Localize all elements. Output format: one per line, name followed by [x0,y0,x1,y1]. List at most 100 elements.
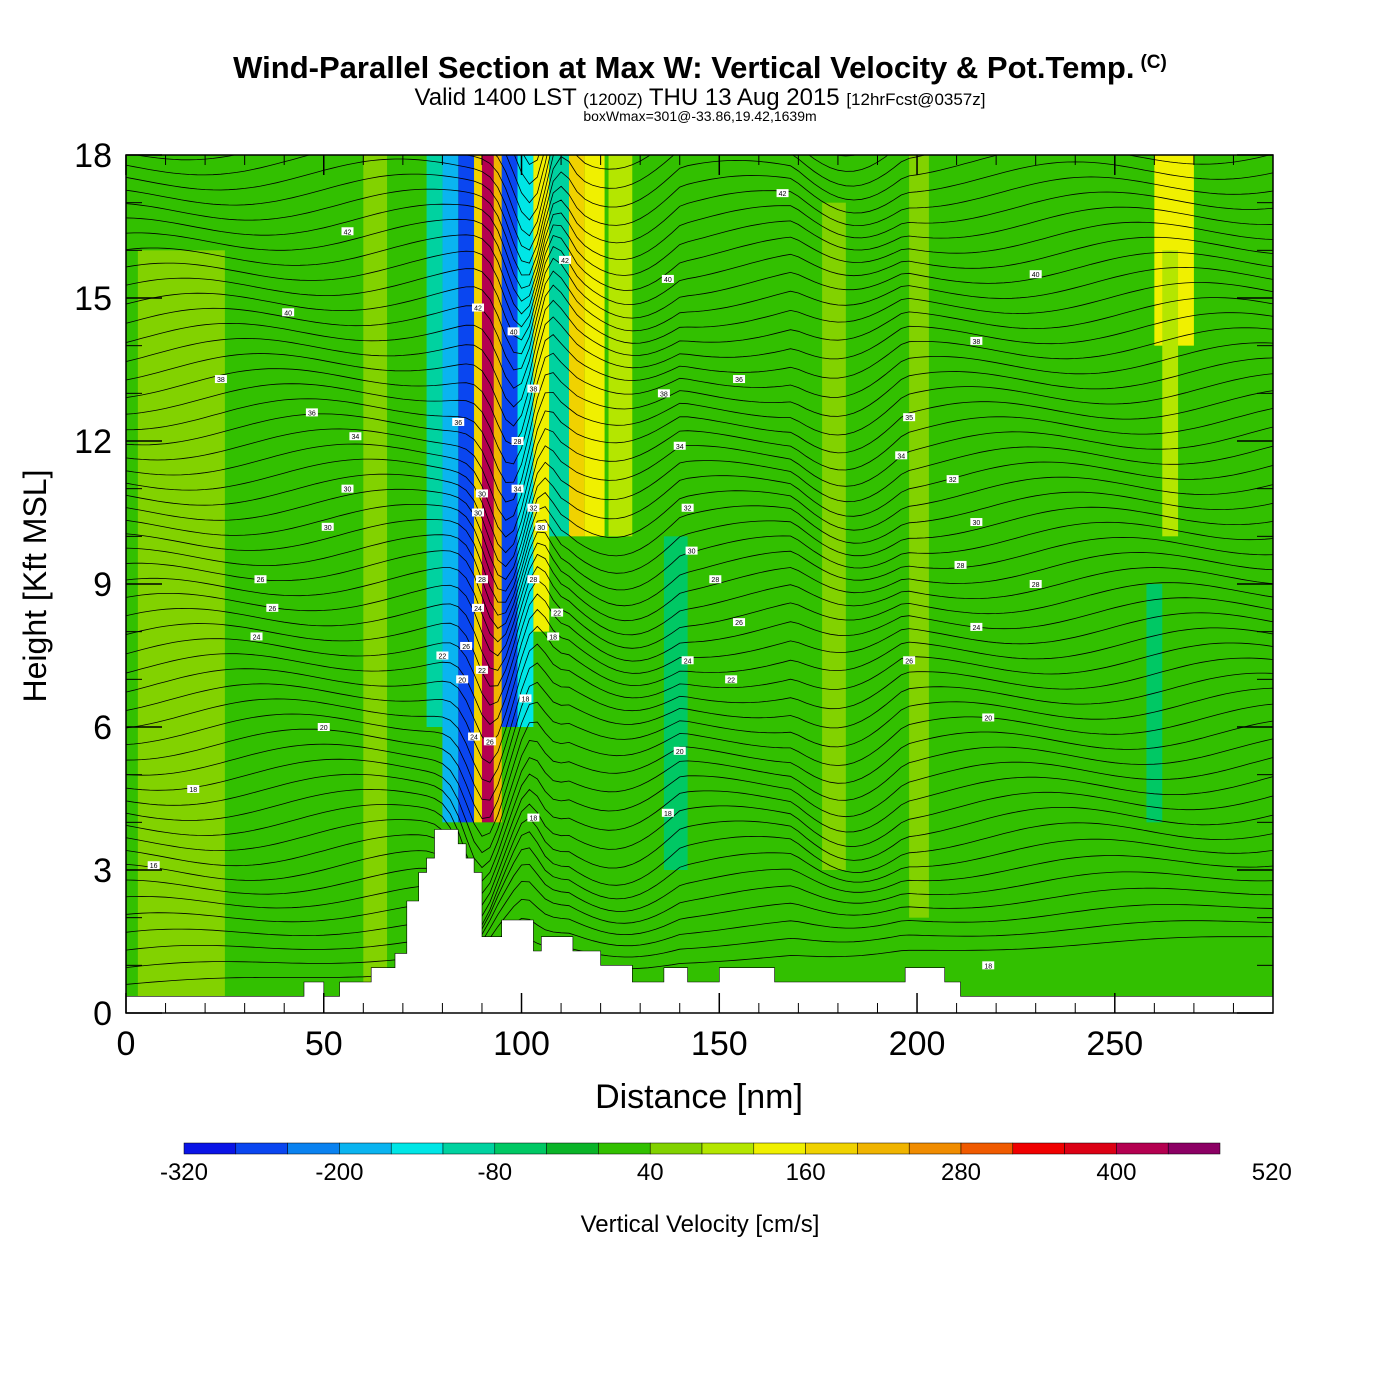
theta-contour-line [126,176,1273,289]
svg-text:30: 30 [688,549,696,556]
svg-text:34: 34 [897,453,905,460]
theta-contour-line [523,155,540,166]
svg-text:26: 26 [257,577,265,584]
svg-text:24: 24 [972,625,980,632]
colorbar-tick-label: 40 [637,1159,664,1186]
theta-contour-line [126,579,1273,687]
theta-contour-line [126,191,1273,302]
svg-text:18: 18 [984,963,992,970]
contour-label: 18 [187,784,200,794]
theta-contour-line [126,776,1273,895]
velocity-band-3 [426,155,443,727]
svg-text:22: 22 [553,611,561,618]
svg-text:30: 30 [478,491,486,498]
contour-label: 34 [349,432,362,441]
contour-label: 38 [970,336,983,346]
svg-text:40: 40 [1032,272,1040,279]
theta-contour-line [126,13,1273,124]
colorbar-swatch [598,1142,651,1155]
svg-text:22: 22 [439,654,447,661]
velocity-band-9 [501,155,518,727]
contour-label: 24 [468,732,481,742]
svg-text:30: 30 [344,487,352,494]
svg-text:38: 38 [529,387,537,394]
theta-contour-line [126,642,1273,764]
contour-label: 32 [946,475,959,484]
colorbar-swatch [1167,1142,1221,1155]
theta-contour-line [126,506,1273,616]
contour-label: 26 [460,641,473,651]
theta-contour-labels: 16 18 20 24 26 26 30 30 34 36 38 40 42 42 40 38 42 40 38 42… [147,189,1042,970]
svg-text:38: 38 [217,377,225,384]
contour-label: 36 [733,375,746,384]
contour-label: 42 [559,255,572,265]
theta-contour-line [126,822,1273,928]
theta-contour-line [126,566,1273,671]
colorbar-swatch [1012,1142,1065,1155]
contour-label: 34 [895,451,908,460]
theta-contour-line [126,791,1273,906]
theta-contour-line [126,608,1273,725]
terrain-mask [125,829,1274,1014]
contour-label: 24 [250,632,263,641]
contour-label: 22 [436,651,449,661]
svg-text:40: 40 [284,310,292,317]
velocity-band-21 [1162,250,1179,537]
velocity-band-10 [517,155,534,727]
svg-text:18: 18 [664,811,672,818]
colorbar-swatch [183,1142,237,1155]
theta-contour-line [126,357,1273,483]
contour-label: 38 [527,384,540,394]
contour-label: 30 [535,522,548,532]
theta-contour-line [126,904,1273,966]
contour-label: 16 [147,861,160,870]
contour-label: 24 [681,656,694,665]
theta-contour-line [126,408,1273,538]
svg-text:34: 34 [352,434,360,441]
colorbar-tick-label: -320 [160,1159,208,1186]
valid-time: Valid 1400 LST (1200Z) THU 13 Aug 2015 [… [414,84,986,111]
svg-text:30: 30 [324,525,332,532]
contour-label: 26 [483,737,496,746]
colorbar: -320 -200 -80 40 160 280 400 520 [160,1142,1292,1186]
svg-text:24: 24 [253,634,261,641]
theta-contour-line [126,206,1273,315]
y-tick-label: 12 [74,423,112,461]
velocity-band-6 [474,155,482,823]
svg-text:38: 38 [972,339,980,346]
theta-contour-line [126,593,1273,706]
colorbar-tick-label: -80 [477,1159,512,1186]
colorbar-tick-label: 280 [941,1159,981,1186]
theta-contour-line [126,521,1273,629]
theta-contour-line [126,672,1273,801]
contour-label: 40 [1029,270,1042,279]
contour-label: 38 [214,375,227,384]
contour-label: 38 [657,389,670,398]
contour-label: 28 [527,575,540,584]
svg-text:32: 32 [684,506,692,513]
colorbar-swatch [442,1142,496,1155]
x-tick-label: 100 [493,1025,550,1063]
contour-label: 20 [982,713,995,722]
svg-text:35: 35 [905,415,913,422]
svg-text:38: 38 [660,391,668,398]
x-tick-label: 250 [1086,1025,1143,1063]
colorbar-swatch [287,1142,340,1155]
theta-contour-line [126,687,1273,819]
colorbar-swatch [1064,1142,1117,1155]
svg-text:34: 34 [676,444,684,451]
contour-label: 34 [673,441,686,451]
x-axis-label: Distance [nm] [595,1078,803,1116]
velocity-band-13 [568,155,585,537]
theta-contour-line [126,426,1273,554]
copyright-mark: (C) [1140,52,1167,73]
velocity-band-16 [663,536,688,870]
contour-label: 30 [685,546,698,556]
svg-text:20: 20 [676,749,684,756]
svg-text:22: 22 [727,677,735,684]
contour-label: 40 [507,327,520,336]
colorbar-swatch [1116,1142,1169,1155]
colorbar-tick-label: 400 [1096,1159,1136,1186]
svg-text:18: 18 [189,787,197,794]
